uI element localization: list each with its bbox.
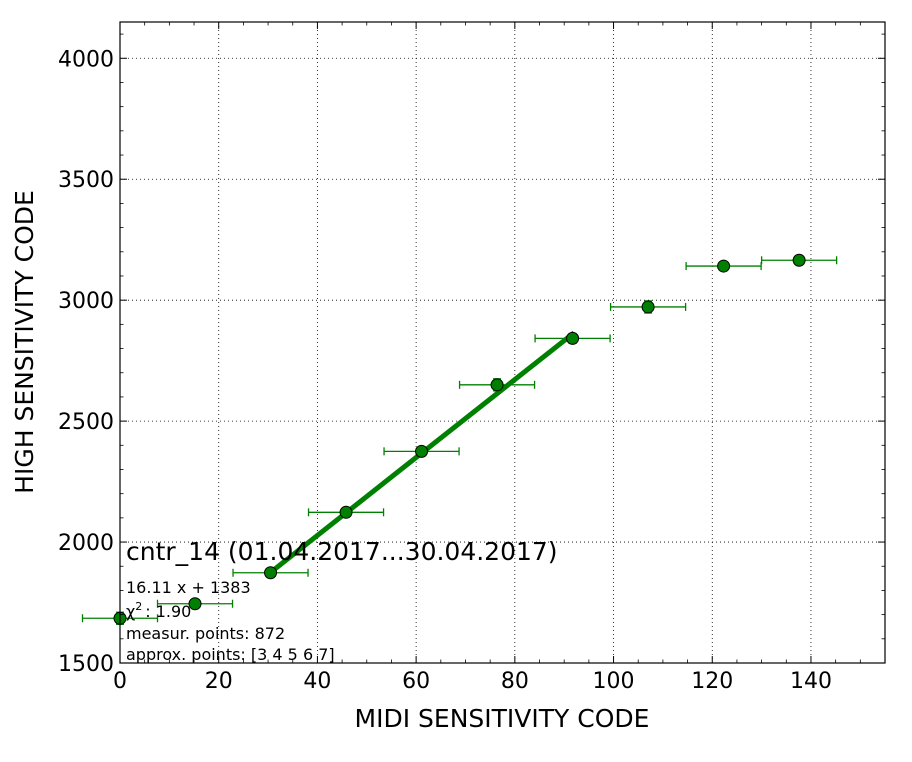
chart-marks bbox=[81, 253, 838, 625]
x-tick-label: 0 bbox=[113, 669, 127, 694]
data-point bbox=[339, 505, 353, 519]
data-point bbox=[264, 566, 278, 580]
y-tick-label: 2000 bbox=[58, 531, 114, 556]
data-point bbox=[188, 597, 202, 611]
data-point bbox=[566, 331, 580, 345]
x-axis-title: MIDI SENSITIVITY CODE bbox=[355, 704, 650, 733]
axis-ticks: 0 20 40 60 80 100 120 140 1500 2000 2500 3000 3500 40… bbox=[58, 22, 885, 694]
data-point bbox=[717, 259, 731, 273]
grid bbox=[120, 22, 885, 663]
y-tick-label: 1500 bbox=[58, 652, 114, 677]
data-point bbox=[490, 378, 504, 392]
fit-equation-label: 16.11 x + 1383 bbox=[126, 578, 251, 597]
x-tick-label: 120 bbox=[691, 669, 733, 694]
x-tick-label: 80 bbox=[501, 669, 529, 694]
measur-points-label: measur. points: 872 bbox=[126, 624, 285, 643]
data-point bbox=[792, 253, 806, 267]
x-tick-label: 140 bbox=[790, 669, 832, 694]
y-tick-label: 4000 bbox=[58, 47, 114, 72]
x-tick-label: 100 bbox=[593, 669, 635, 694]
data-point bbox=[415, 444, 429, 458]
y-axis-title: HIGH SENSITIVITY CODE bbox=[10, 190, 39, 494]
y-tick-label: 3500 bbox=[58, 168, 114, 193]
y-tick-label: 3000 bbox=[58, 289, 114, 314]
chart-annotation-title: cntr_14 (01.04.2017...30.04.2017) bbox=[126, 537, 558, 566]
x-tick-label: 40 bbox=[303, 669, 331, 694]
approx-points-label: approx. points: [3 4 5 6 7] bbox=[126, 645, 335, 664]
y-tick-label: 2500 bbox=[58, 410, 114, 435]
plot-frame bbox=[119, 21, 886, 664]
data-point bbox=[641, 300, 655, 314]
x-tick-label: 20 bbox=[205, 669, 233, 694]
x-tick-label: 60 bbox=[402, 669, 430, 694]
chi-square-label: χ2: 1.90 bbox=[126, 600, 191, 621]
